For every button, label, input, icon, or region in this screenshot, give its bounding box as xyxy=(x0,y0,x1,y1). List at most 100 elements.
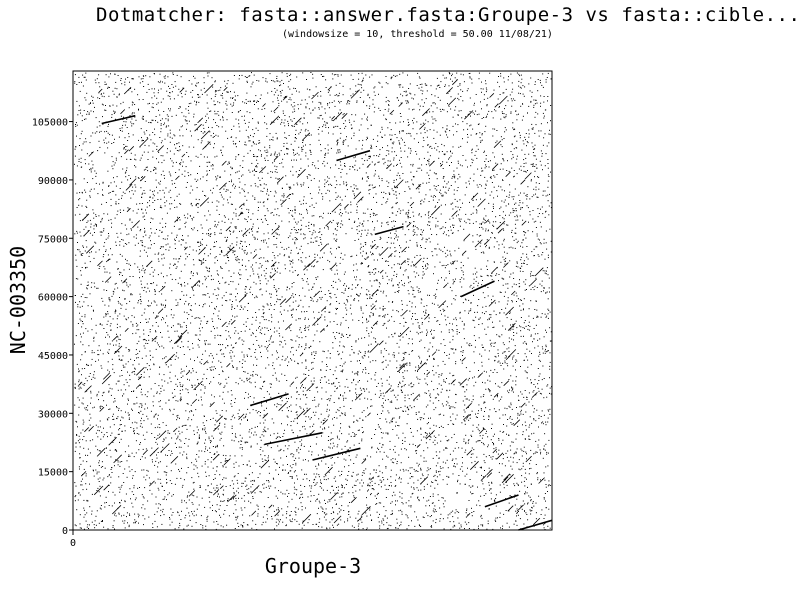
match-dot xyxy=(516,147,518,149)
match-dot xyxy=(214,428,216,429)
match-dot xyxy=(309,480,310,482)
match-dot xyxy=(414,225,416,227)
match-dot xyxy=(198,450,200,452)
match-dot xyxy=(101,297,103,299)
match-dot xyxy=(437,483,439,485)
match-dot xyxy=(299,497,301,499)
match-dot xyxy=(181,467,182,469)
match-dot xyxy=(261,405,263,407)
match-dot xyxy=(277,509,279,511)
match-dot xyxy=(100,438,102,440)
match-dot xyxy=(245,294,247,296)
match-dot xyxy=(361,485,363,487)
match-dot xyxy=(407,482,409,484)
match-dot xyxy=(139,255,141,257)
match-dot xyxy=(424,83,426,85)
match-dot xyxy=(117,416,119,418)
match-dot xyxy=(94,223,96,225)
match-dot xyxy=(232,231,234,233)
match-dot xyxy=(331,184,333,186)
match-dot xyxy=(425,265,427,267)
match-dot xyxy=(455,509,457,511)
match-dot xyxy=(490,237,492,239)
match-dot xyxy=(451,80,453,82)
match-dot xyxy=(533,104,535,106)
match-dot xyxy=(107,334,109,336)
match-dot xyxy=(483,394,485,396)
match-dot xyxy=(329,369,331,370)
match-dot xyxy=(340,324,342,326)
match-dot xyxy=(406,423,408,425)
match-dot xyxy=(135,497,137,499)
match-dot xyxy=(140,157,142,159)
match-dot xyxy=(492,321,493,323)
match-dot xyxy=(402,173,404,174)
match-dot xyxy=(488,358,490,360)
match-dot xyxy=(283,433,285,435)
match-dot xyxy=(377,382,379,384)
match-dot xyxy=(521,242,523,244)
match-dot xyxy=(223,386,225,388)
match-dot xyxy=(478,404,480,406)
match-dot xyxy=(208,436,210,438)
match-dot xyxy=(223,215,225,217)
match-dot xyxy=(300,129,302,131)
match-dot xyxy=(242,525,243,526)
match-dot xyxy=(318,474,320,476)
match-dot xyxy=(398,140,400,142)
match-dot xyxy=(221,95,223,97)
match-dot xyxy=(188,254,190,255)
match-dot xyxy=(145,168,147,170)
match-dot xyxy=(259,415,261,417)
match-dot xyxy=(287,424,288,426)
match-dot xyxy=(509,191,511,193)
match-dot xyxy=(421,299,423,301)
match-dot xyxy=(225,130,227,132)
match-dot xyxy=(83,509,85,511)
match-dot xyxy=(203,258,205,260)
match-dot xyxy=(227,257,229,259)
match-dot xyxy=(85,99,87,101)
match-dot xyxy=(159,207,161,208)
match-dot xyxy=(315,500,317,502)
match-dot xyxy=(543,498,545,500)
match-dot xyxy=(520,317,522,318)
match-dot xyxy=(83,178,85,180)
match-dot xyxy=(483,444,485,446)
match-dot xyxy=(474,460,476,462)
match-dot xyxy=(351,227,353,229)
match-dot xyxy=(491,428,492,429)
match-dot xyxy=(491,423,493,425)
match-dot xyxy=(467,136,469,138)
match-dot xyxy=(81,315,83,317)
match-dot xyxy=(180,76,182,78)
match-dot xyxy=(449,416,451,418)
match-dot xyxy=(377,413,378,415)
match-dot xyxy=(366,159,368,161)
match-dot xyxy=(245,286,247,287)
match-dot xyxy=(417,479,419,481)
match-dot xyxy=(206,94,208,96)
match-dot xyxy=(547,167,549,169)
match-dot xyxy=(230,281,232,282)
match-dot xyxy=(395,474,397,476)
match-dot xyxy=(441,151,443,152)
match-dot xyxy=(456,72,458,74)
match-dot xyxy=(374,393,376,395)
match-dot xyxy=(141,154,143,156)
match-dot xyxy=(113,181,115,183)
match-dot xyxy=(274,190,276,192)
match-dot xyxy=(325,122,327,124)
match-dot xyxy=(445,381,446,383)
match-dot xyxy=(269,343,271,345)
match-dot xyxy=(288,406,290,408)
match-dot xyxy=(149,205,151,207)
match-dot xyxy=(307,212,308,214)
match-dot xyxy=(126,243,128,245)
match-dot xyxy=(405,95,407,97)
match-dot xyxy=(420,433,422,435)
match-dot xyxy=(103,434,105,436)
match-dot xyxy=(511,231,513,233)
match-dot xyxy=(85,163,86,165)
match-dot xyxy=(194,178,196,180)
